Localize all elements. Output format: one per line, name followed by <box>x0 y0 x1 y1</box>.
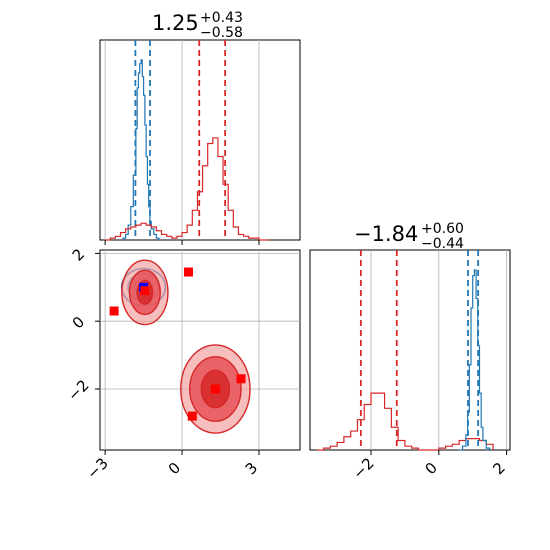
marker-square <box>210 384 220 394</box>
markers <box>109 267 246 421</box>
x-ticks: −2 0 2 <box>349 450 509 483</box>
y-tick-label: −2 <box>64 376 92 404</box>
histogram-series <box>105 40 270 241</box>
marker-square <box>140 286 150 296</box>
histogram-step-blue <box>459 269 491 451</box>
y-tick-label: 2 <box>69 245 88 264</box>
title-subscript: −0.58 <box>200 25 243 41</box>
x-tick-label: −3 <box>83 454 111 482</box>
histogram-series <box>316 250 494 451</box>
histogram-step-blue <box>122 59 160 240</box>
marker-square <box>236 374 246 384</box>
marker-square <box>187 411 197 421</box>
x-ticks <box>104 240 260 245</box>
panel-bottom-left-2d: −3 0 3 −2 0 2 <box>64 245 301 483</box>
grid <box>104 40 260 240</box>
marker-square <box>109 306 119 316</box>
x-ticks: −3 0 3 <box>83 450 261 483</box>
title-superscript: +0.43 <box>200 10 243 26</box>
x-tick-label: 3 <box>242 459 261 478</box>
x-tick-label: 2 <box>489 459 508 478</box>
title-superscript: +0.60 <box>421 221 464 237</box>
title-subscript: −0.44 <box>421 236 464 252</box>
grid <box>370 250 508 450</box>
title-value: 1.25 <box>152 11 199 35</box>
marker-square <box>183 267 193 277</box>
x-tick-label: 0 <box>165 459 184 478</box>
panel-top-left-histogram: 1.25 +0.43 −0.58 <box>99 10 301 245</box>
y-tick-label: 0 <box>69 313 88 332</box>
x-tick-label: 0 <box>422 459 441 478</box>
title-value: −1.84 <box>354 222 418 246</box>
x-tick-label: −2 <box>349 454 377 482</box>
panel-bottom-right-histogram: −2 0 2 −1.84 +0.60 −0.44 <box>309 221 511 483</box>
histogram-step-red <box>105 137 270 241</box>
y-ticks: −2 0 2 <box>64 245 100 405</box>
